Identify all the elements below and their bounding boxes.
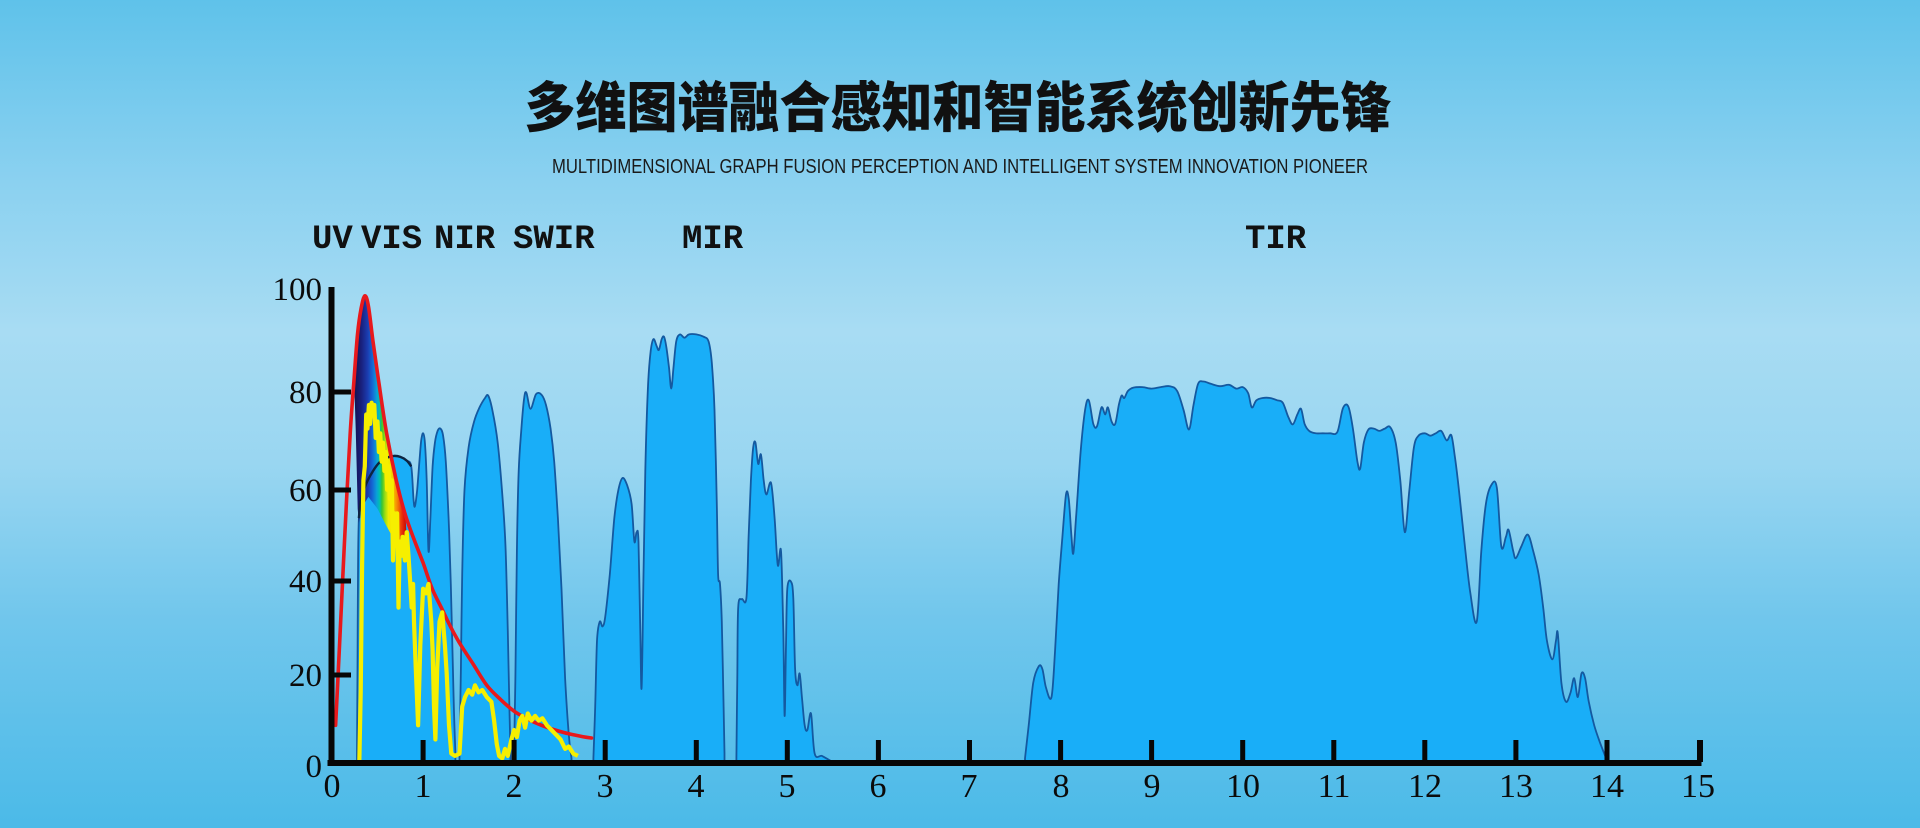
svg-text:13: 13 [1499, 768, 1533, 805]
svg-text:8: 8 [1053, 768, 1070, 805]
svg-text:0: 0 [306, 749, 323, 785]
svg-text:SWIR: SWIR [513, 221, 595, 259]
svg-text:100: 100 [273, 272, 323, 308]
svg-text:9: 9 [1144, 768, 1161, 805]
svg-text:15: 15 [1681, 768, 1715, 805]
svg-text:TIR: TIR [1245, 221, 1307, 259]
svg-text:5: 5 [779, 768, 796, 805]
svg-text:40: 40 [289, 564, 322, 600]
svg-text:80: 80 [289, 375, 322, 411]
svg-text:60: 60 [289, 473, 322, 509]
svg-text:1: 1 [415, 768, 432, 805]
svg-text:3: 3 [597, 768, 614, 805]
svg-text:VIS: VIS [361, 221, 422, 259]
svg-text:0: 0 [324, 768, 341, 805]
svg-text:10: 10 [1226, 768, 1260, 805]
svg-text:12: 12 [1408, 768, 1442, 805]
svg-text:MIR: MIR [682, 221, 744, 259]
svg-text:UV: UV [312, 221, 353, 259]
svg-text:NIR: NIR [434, 221, 496, 259]
svg-text:4: 4 [688, 768, 705, 805]
svg-text:11: 11 [1318, 768, 1351, 805]
svg-text:14: 14 [1590, 768, 1624, 805]
svg-text:MULTIDIMENSIONAL GRAPH FUSION: MULTIDIMENSIONAL GRAPH FUSION PERCEPTION… [552, 156, 1368, 178]
svg-text:6: 6 [870, 768, 887, 805]
svg-text:20: 20 [289, 658, 322, 694]
svg-text:2: 2 [506, 768, 523, 805]
svg-text:7: 7 [961, 768, 978, 805]
